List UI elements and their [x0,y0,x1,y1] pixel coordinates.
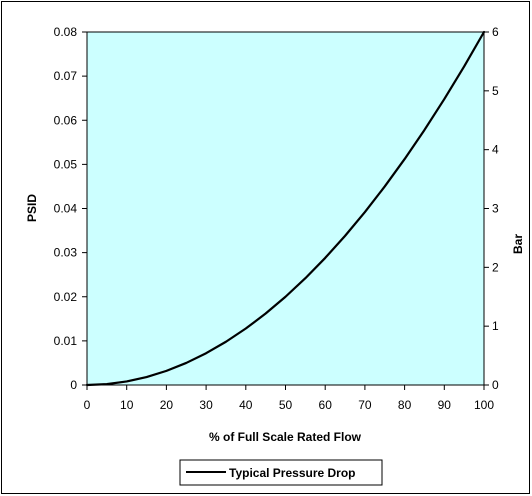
x-axis-title: % of Full Scale Rated Flow [209,430,362,444]
x-tick-label: 40 [239,398,253,412]
x-tick-label: 60 [319,398,333,412]
y2-axis-title: Bar [511,234,525,254]
x-tick-label: 30 [199,398,213,412]
series-layer [85,30,486,387]
x-tick-label: 0 [84,398,91,412]
x-tick-label: 50 [279,398,293,412]
y-tick-label: 0.05 [54,157,78,171]
y2-tick-label: 6 [492,25,499,39]
y2-tick-label: 0 [492,378,499,392]
x-tick-label: 70 [358,398,372,412]
x-tick-label: 20 [160,398,174,412]
y-tick-label: 0.07 [54,69,78,83]
series-line-typical-pressure-drop [85,30,486,387]
y-tick-label: 0 [70,378,77,392]
y-axis-left: 0 0.01 0.02 0.03 0.04 0.05 0.06 0.07 0.08 [54,25,87,392]
y-axis-title: PSID [25,194,39,222]
plot-area [86,31,485,386]
legend-label-typical-pressure-drop: Typical Pressure Drop [229,466,356,480]
y-axis-right: 0 1 2 3 4 5 6 [484,25,499,392]
x-tick-label: 10 [120,398,134,412]
y2-tick-label: 2 [492,260,499,274]
y-tick-label: 0.02 [54,290,78,304]
legend: Typical Pressure Drop [179,459,383,486]
x-tick-label: 100 [474,398,494,412]
x-tick-label: 80 [398,398,412,412]
y-tick-label: 0.04 [54,202,78,216]
y-tick-label: 0.06 [54,113,78,127]
y-tick-label: 0.08 [54,25,78,39]
y-tick-label: 0.03 [54,246,78,260]
y-tick-label: 0.01 [54,334,78,348]
x-axis: 0 10 20 30 40 50 60 70 80 90 100 [84,385,494,412]
y2-tick-label: 3 [492,202,499,216]
x-tick-label: 90 [438,398,452,412]
y2-tick-label: 4 [492,143,499,157]
y2-tick-label: 5 [492,84,499,98]
y2-tick-label: 1 [492,319,499,333]
